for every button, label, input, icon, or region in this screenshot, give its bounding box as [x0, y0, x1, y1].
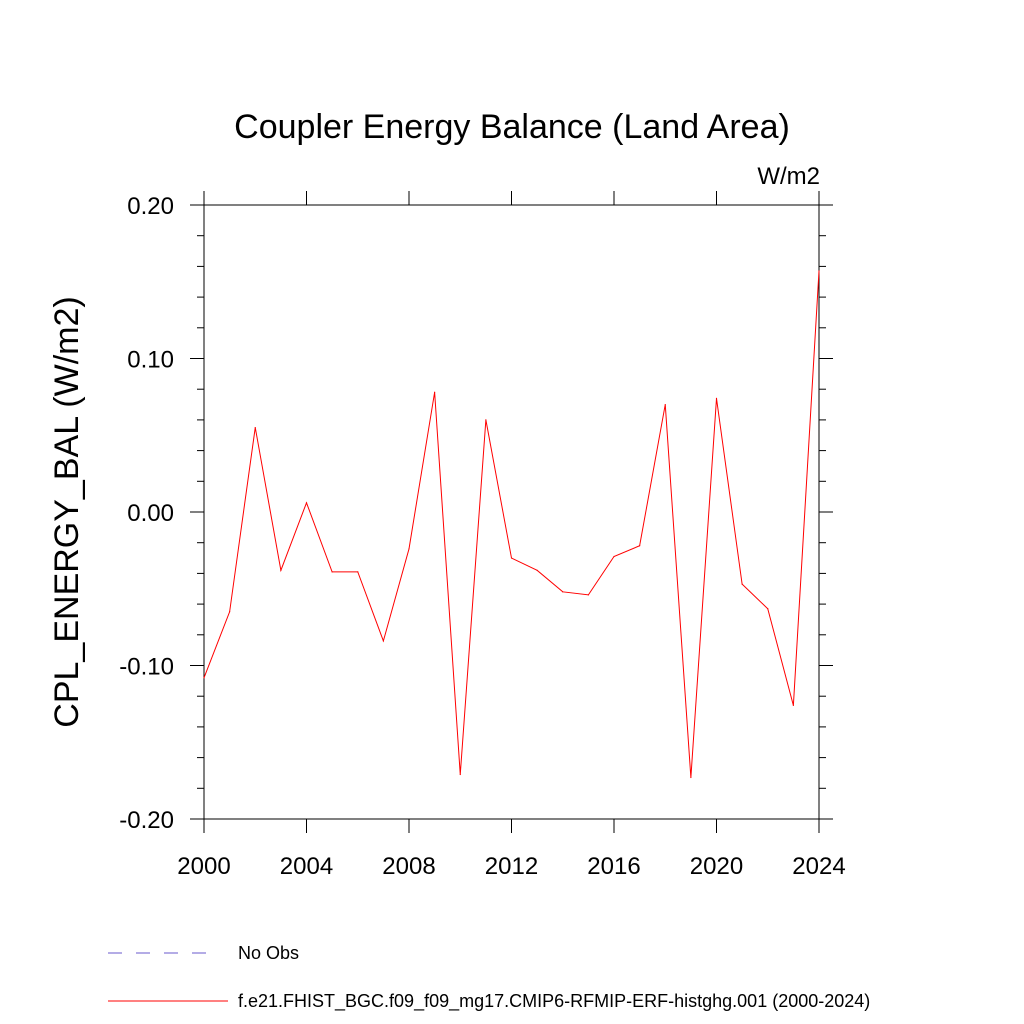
- x-tick-label: 2020: [690, 853, 743, 880]
- data-point: [357, 571, 359, 573]
- series-layer: [203, 270, 820, 779]
- x-tick-label: 2008: [382, 853, 435, 880]
- data-point: [690, 776, 692, 779]
- data-point: [767, 608, 769, 610]
- data-point: [510, 557, 513, 559]
- units-label: W/m2: [757, 163, 820, 190]
- data-point: [280, 569, 282, 571]
- data-point: [639, 545, 641, 547]
- x-tick-label: 2016: [587, 853, 640, 880]
- data-point: [587, 594, 589, 596]
- data-point: [536, 569, 538, 571]
- data-point: [459, 773, 461, 776]
- data-point: [562, 591, 564, 593]
- y-axis-ticks: -0.20 -0.10 0.00 0.10 0.20: [119, 193, 833, 834]
- data-point: [382, 640, 384, 642]
- data-point: [229, 611, 231, 613]
- y-tick-label: -0.10: [119, 654, 174, 681]
- data-point: [664, 403, 666, 406]
- data-point: [305, 502, 308, 504]
- y-tick-label: 0.20: [127, 193, 174, 220]
- data-point: [408, 548, 410, 550]
- data-point: [715, 397, 718, 400]
- data-point: [203, 677, 205, 679]
- data-point: [485, 419, 487, 421]
- x-tick-label: 2024: [792, 853, 845, 880]
- x-tick-label: 2004: [280, 853, 333, 880]
- legend: No Obs f.e21.FHIST_BGC.f09_f09_mg17.CMIP…: [108, 943, 870, 1012]
- legend-label-model-run: f.e21.FHIST_BGC.f09_f09_mg17.CMIP6-RFMIP…: [238, 991, 870, 1012]
- data-point: [434, 391, 436, 393]
- data-point: [331, 571, 333, 573]
- x-tick-label: 2000: [177, 853, 230, 880]
- y-axis-label: CPL_ENERGY_BAL (W/m2): [48, 296, 86, 727]
- y-tick-label: 0.10: [127, 347, 174, 374]
- data-point: [254, 426, 256, 429]
- x-axis-ticks: 2000 2004 2008 2012 2016 2020 2024: [177, 191, 846, 880]
- x-tick-label: 2012: [485, 853, 538, 880]
- y-tick-label: -0.20: [119, 807, 174, 834]
- y-tick-label: 0.00: [127, 500, 174, 527]
- legend-label-no-obs: No Obs: [238, 943, 299, 963]
- data-point: [741, 583, 743, 585]
- data-point: [818, 270, 820, 272]
- chart-title: Coupler Energy Balance (Land Area): [234, 108, 790, 146]
- data-point: [792, 704, 794, 707]
- series-line: [203, 270, 820, 778]
- data-point: [613, 555, 615, 558]
- plot-frame: [203, 204, 820, 820]
